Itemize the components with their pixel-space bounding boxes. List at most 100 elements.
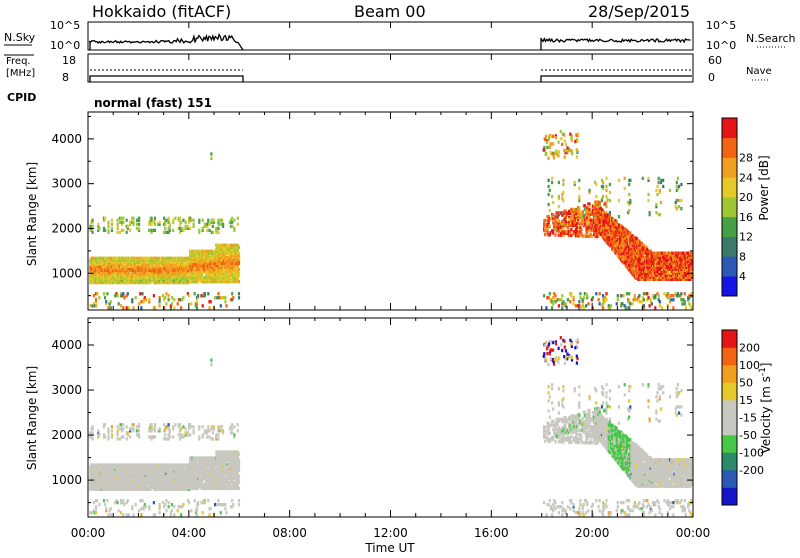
power-cell [649, 211, 651, 214]
power-cell [558, 150, 560, 153]
power-cell [196, 306, 198, 309]
power-cell [583, 296, 585, 299]
power-cell [578, 300, 580, 303]
nsky-label: N.Sky [4, 31, 36, 44]
power-cell [625, 306, 627, 309]
power-cell [585, 304, 587, 307]
power-cell [563, 149, 565, 152]
power-cell [548, 203, 550, 206]
power-cell [117, 219, 119, 222]
power-cell [204, 292, 206, 295]
power-cell [562, 183, 564, 186]
power-cell [98, 227, 100, 230]
nsearch-tick-bottom: 10^0 [706, 39, 736, 52]
power-cell [187, 225, 189, 228]
velocity-cell [132, 513, 134, 516]
power-cell [107, 221, 109, 224]
power-cell [110, 300, 112, 303]
power-cell [154, 223, 156, 226]
power-cell [153, 294, 155, 297]
power-cell [122, 292, 124, 295]
power-cell [549, 189, 551, 192]
power-cell [658, 294, 660, 297]
power-cell [558, 219, 560, 222]
power-cell [126, 306, 128, 309]
power-cell [138, 302, 140, 305]
power-cell [548, 185, 550, 188]
power-cell [543, 294, 545, 297]
velocity-cell [122, 435, 124, 438]
power-cell [117, 294, 119, 297]
power-cell [159, 304, 161, 307]
power-cell [565, 143, 567, 146]
power-cell [582, 234, 584, 237]
power-cell [561, 143, 563, 146]
power-cell [98, 296, 100, 299]
velocity-cell [165, 437, 167, 440]
power-cell [609, 214, 611, 217]
power-cell [573, 302, 575, 305]
velocity-cell [111, 429, 113, 432]
power-cell [154, 217, 156, 220]
power-cell [136, 223, 138, 226]
power-cell [549, 225, 551, 228]
power-cell [120, 217, 122, 220]
power-cell [168, 217, 170, 220]
power-cell [200, 294, 202, 297]
velocity-cell [163, 437, 165, 440]
power-cell [560, 130, 562, 133]
power-cell [575, 304, 577, 307]
velocity-cell [168, 505, 170, 508]
power-cell [544, 227, 546, 230]
power-cell [171, 302, 173, 305]
colorbar-swatch [722, 237, 737, 257]
power-cell [576, 139, 578, 142]
power-cell [598, 298, 600, 301]
power-colorbar-label: Power [dB] [757, 155, 771, 220]
power-cell [562, 179, 564, 182]
power-cell [557, 154, 559, 157]
power-cell [655, 211, 657, 214]
power-cell [122, 306, 124, 309]
power-cell [545, 135, 547, 138]
nave-label: Nave [746, 66, 772, 77]
power-cell [89, 304, 91, 307]
velocity-cell [120, 423, 122, 426]
power-cell [670, 298, 672, 301]
nave-tick-top: 60 [708, 54, 722, 67]
power-cell [151, 223, 153, 226]
power-cell [202, 227, 204, 230]
power-cell [643, 298, 645, 301]
power-cell [546, 141, 548, 144]
power-cell [650, 298, 652, 301]
velocity-cell [177, 509, 179, 512]
power-cell [578, 234, 580, 237]
nsky-tick-top: 10^5 [50, 19, 80, 32]
velocity-cell [154, 429, 156, 432]
power-cell [151, 229, 153, 232]
power-cell [605, 292, 607, 295]
velocity-cell [165, 499, 167, 502]
power-cell [129, 229, 131, 232]
power-cell [189, 227, 191, 230]
velocity-cell [159, 427, 161, 430]
power-cell [93, 294, 95, 297]
power-cell [117, 223, 119, 226]
power-cell [545, 306, 547, 309]
velocity-cell [92, 437, 94, 440]
velocity-cell [151, 435, 153, 438]
velocity-cell [117, 437, 119, 440]
power-cell [591, 235, 593, 238]
velocity-cell [154, 513, 156, 516]
power-cell [210, 152, 212, 155]
power-cell [544, 233, 546, 236]
power-cell [569, 300, 571, 303]
power-cell [656, 185, 658, 188]
power-cell [139, 292, 141, 295]
power-cell [546, 146, 548, 149]
power-cell [678, 205, 680, 208]
velocity-cell [171, 509, 173, 512]
velocity-cell [92, 431, 94, 434]
nsky-trace-late [541, 38, 691, 50]
power-cell [92, 225, 94, 228]
